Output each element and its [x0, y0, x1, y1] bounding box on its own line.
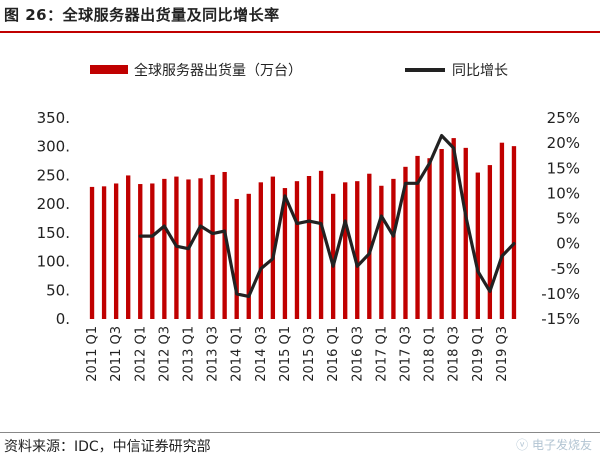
bar [355, 181, 360, 319]
legend-line-label: 同比增长 [452, 63, 508, 79]
bar [150, 183, 155, 319]
bar [427, 158, 432, 319]
bar [162, 178, 167, 319]
right-tick-label: 10% [547, 184, 580, 202]
bar [270, 176, 276, 319]
bar [318, 170, 324, 319]
bar [330, 193, 336, 319]
source-note: 资料来源：IDC，中信证券研究部 [4, 439, 211, 455]
bar [174, 176, 179, 319]
right-axis: -15% -10% -5% 0% 5% 10% 15% 20% 25% [541, 109, 580, 328]
bar [487, 165, 493, 319]
bar [234, 198, 239, 319]
right-tick-label: -15% [541, 310, 580, 328]
x-axis: 2011 Q1 2011 Q3 2012 Q1 2012 Q3 2013 Q1 2013 … [85, 326, 510, 382]
right-tick-label: 20% [547, 134, 580, 152]
x-tick-label: 2012 Q1 [133, 326, 148, 382]
left-tick-label: 200. [37, 195, 70, 213]
x-tick-label: 2018 Q1 [423, 326, 438, 382]
bar [306, 176, 312, 319]
x-tick-label: 2019 Q1 [471, 326, 486, 382]
left-tick-label: 300. [37, 138, 70, 156]
right-tick-label: -10% [541, 285, 580, 303]
bar [113, 183, 119, 319]
x-tick-label: 2014 Q3 [254, 326, 269, 382]
left-tick-label: 150. [37, 224, 70, 242]
right-tick-label: 25% [547, 109, 580, 127]
left-tick-label: 50. [46, 281, 70, 299]
bar-series [89, 138, 517, 319]
left-tick-label: 250. [37, 166, 70, 184]
x-tick-label: 2013 Q3 [206, 326, 221, 382]
right-tick-label: 5% [556, 210, 580, 228]
bar [294, 181, 300, 319]
x-tick-label: 2016 Q1 [326, 326, 341, 382]
bar [367, 173, 372, 319]
legend: 全球服务器出货量（万台） 同比增长 [90, 62, 508, 79]
bar [403, 166, 408, 319]
legend-bar-label: 全球服务器出货量（万台） [134, 62, 302, 79]
bar [451, 138, 456, 319]
x-tick-label: 2011 Q3 [109, 326, 124, 382]
left-tick-label: 350. [37, 109, 70, 127]
left-axis: 0. 50. 100. 150. 200. 250. 300. 350. [37, 109, 70, 328]
bar [198, 178, 203, 319]
title-divider [0, 31, 600, 33]
bar [415, 155, 420, 319]
bar [89, 186, 95, 319]
right-tick-label: 0% [556, 235, 580, 253]
chart-title: 图 26：全球服务器出货量及同比增长率 [4, 6, 280, 24]
bar [511, 146, 517, 319]
watermark: ⓥ 电子发烧友 [516, 438, 592, 452]
x-tick-label: 2013 Q1 [181, 326, 196, 382]
bar [343, 182, 348, 319]
bar [391, 178, 396, 319]
right-tick-label: 15% [547, 159, 580, 177]
x-tick-label: 2019 Q3 [495, 326, 510, 382]
bar [463, 147, 468, 319]
bar [282, 188, 288, 319]
bar [126, 175, 131, 319]
bar [499, 142, 505, 319]
left-tick-label: 100. [37, 253, 70, 271]
x-tick-label: 2017 Q3 [398, 326, 413, 382]
bar [210, 174, 215, 319]
bar [138, 184, 143, 319]
growth-line [138, 133, 516, 298]
x-tick-label: 2012 Q3 [157, 326, 172, 382]
left-tick-label: 0. [56, 310, 70, 328]
bar [379, 185, 384, 319]
line-series-layer [138, 133, 516, 298]
bar [101, 186, 107, 319]
bar [439, 149, 444, 319]
footer-divider [0, 432, 600, 433]
legend-bar-swatch [90, 65, 128, 74]
chart: 全球服务器出货量（万台） 同比增长 0. 50. 100. 150. 200. 250. 3… [37, 62, 580, 382]
x-tick-label: 2014 Q1 [230, 326, 245, 382]
bar [246, 193, 251, 319]
bar [258, 182, 263, 319]
bar [222, 171, 227, 319]
x-tick-label: 2015 Q1 [278, 326, 293, 382]
right-tick-label: -5% [551, 260, 580, 278]
x-tick-label: 2011 Q1 [85, 326, 100, 382]
x-tick-label: 2017 Q1 [374, 326, 389, 382]
x-tick-label: 2016 Q3 [350, 326, 365, 382]
x-tick-label: 2015 Q3 [302, 326, 317, 382]
bar [475, 172, 480, 319]
x-tick-label: 2018 Q3 [447, 326, 462, 382]
